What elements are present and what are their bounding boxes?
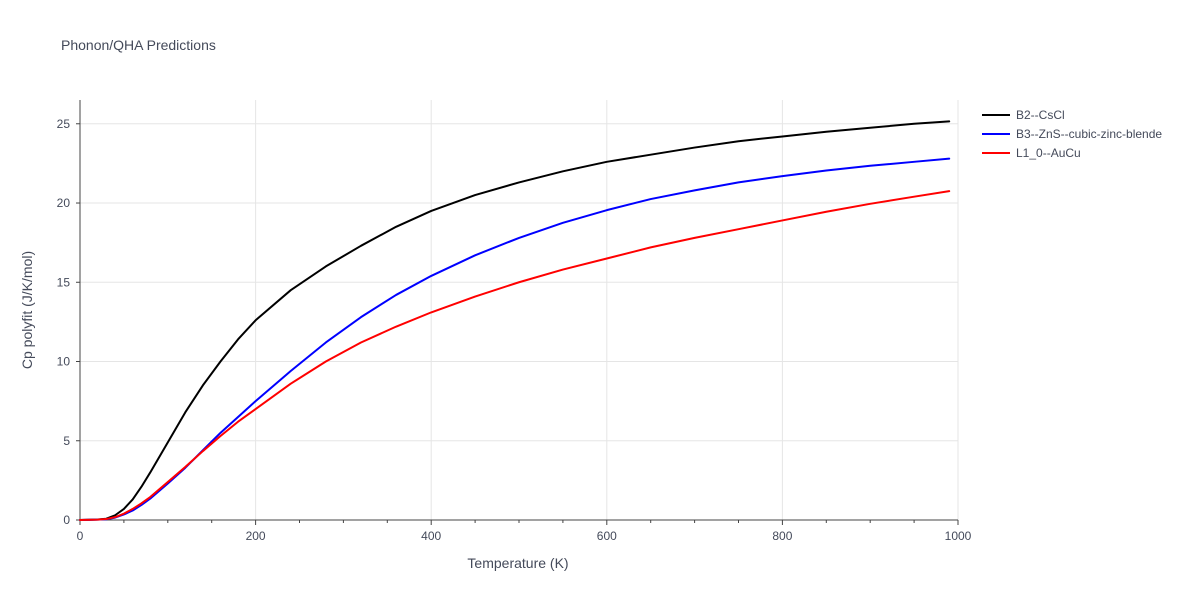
chart-title: Phonon/QHA Predictions bbox=[61, 37, 216, 53]
y-axis-title: Cp polyfit (J/K/mol) bbox=[19, 251, 35, 369]
series-line-1 bbox=[79, 120, 951, 521]
y-tick-label: 20 bbox=[57, 196, 71, 210]
legend-label: B2--CsCl bbox=[1016, 108, 1065, 122]
x-tick-label: 1000 bbox=[945, 529, 972, 543]
y-tick-label: 0 bbox=[63, 513, 70, 527]
legend[interactable]: B2--CsCl B3--ZnS--cubic-zinc-blende L1_0--… bbox=[982, 108, 1162, 160]
x-axis-title: Temperature (K) bbox=[467, 555, 568, 571]
y-tick-label: 15 bbox=[57, 275, 71, 289]
x-tick-label: 200 bbox=[246, 529, 266, 543]
y-tick-label: 10 bbox=[57, 355, 71, 369]
grid-lines bbox=[80, 100, 959, 520]
x-tick-label: 600 bbox=[597, 529, 617, 543]
x-tick-label: 800 bbox=[772, 529, 792, 543]
legend-item-3[interactable]: L1_0--AuCu bbox=[982, 146, 1081, 160]
x-tick-label: 0 bbox=[77, 529, 84, 543]
series-line-2 bbox=[79, 157, 951, 521]
series-line-3 bbox=[79, 190, 951, 521]
y-tick-label: 25 bbox=[57, 117, 71, 131]
y-tick-label: 5 bbox=[63, 434, 70, 448]
legend-label: B3--ZnS--cubic-zinc-blende bbox=[1016, 127, 1162, 141]
legend-item-1[interactable]: B2--CsCl bbox=[982, 108, 1065, 122]
series-lines bbox=[79, 120, 951, 521]
legend-item-2[interactable]: B3--ZnS--cubic-zinc-blende bbox=[982, 127, 1162, 141]
legend-label: L1_0--AuCu bbox=[1016, 146, 1081, 160]
x-tick-label: 400 bbox=[421, 529, 441, 543]
axes: 0 200 400 600 800 1000 0 5 10 15 20 25 bbox=[57, 100, 972, 543]
